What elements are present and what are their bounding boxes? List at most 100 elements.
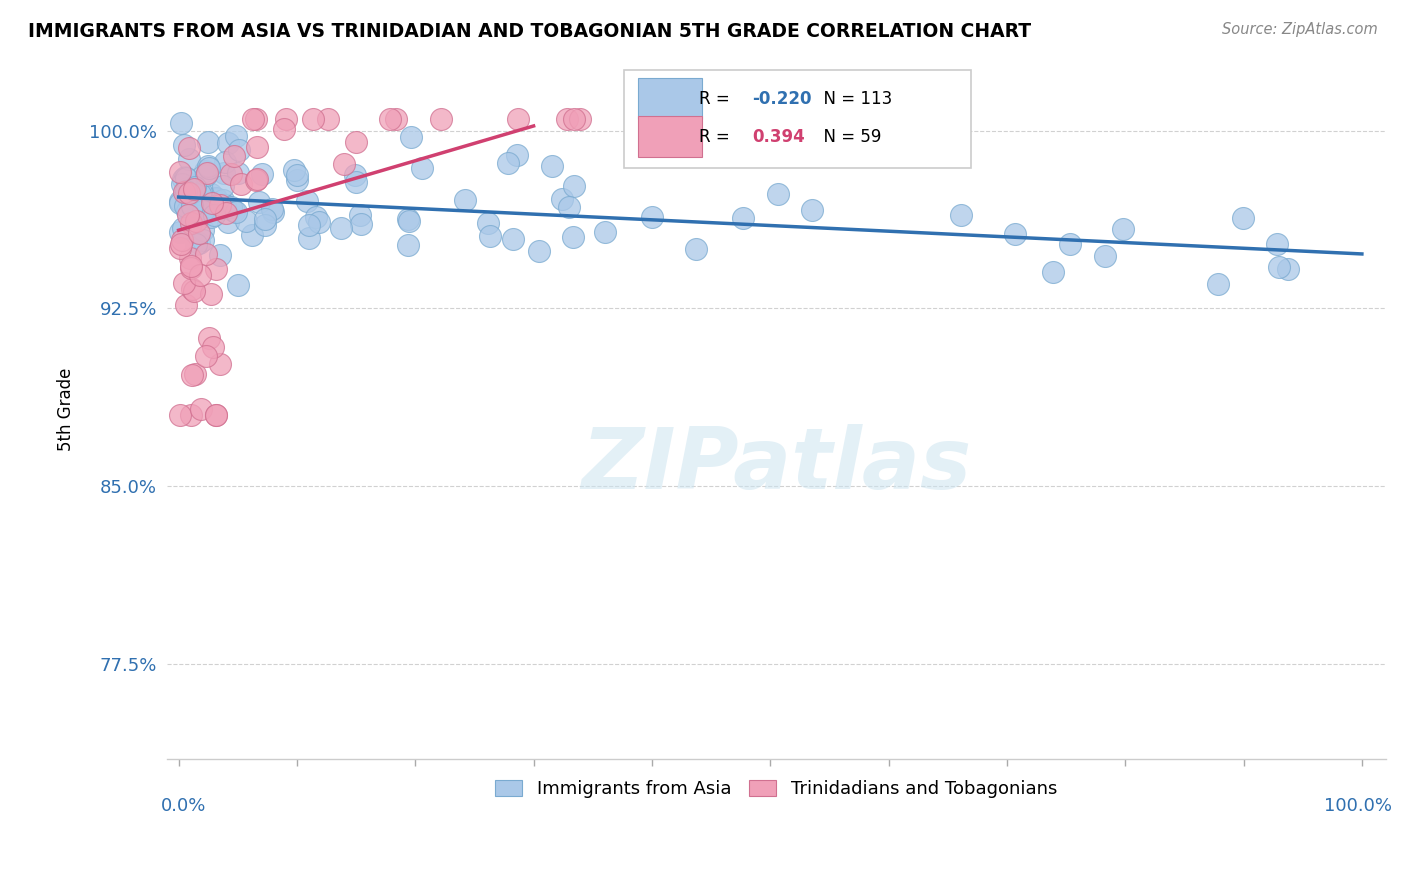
FancyBboxPatch shape [638, 116, 702, 157]
Point [949, 207, 972, 221]
Point [235, 214, 257, 228]
Point [540, 159, 562, 173]
Point [176, 181, 198, 195]
Point [197, 159, 219, 173]
Point [316, 112, 339, 126]
Point [562, 112, 585, 126]
Point [169, 225, 191, 239]
Point [181, 368, 204, 383]
Point [285, 173, 308, 187]
Point [1206, 277, 1229, 291]
Point [1267, 236, 1289, 251]
Point [184, 367, 207, 381]
Point [200, 287, 222, 301]
Point [343, 168, 366, 182]
Point [217, 136, 239, 150]
Point [250, 167, 273, 181]
Point [245, 172, 267, 186]
Point [208, 248, 231, 262]
Point [332, 156, 354, 170]
Point [1042, 265, 1064, 279]
FancyBboxPatch shape [638, 78, 702, 119]
Point [184, 180, 207, 194]
Point [302, 112, 325, 126]
Point [205, 199, 228, 213]
Point [205, 191, 228, 205]
Point [685, 242, 707, 256]
Point [298, 218, 321, 232]
Point [228, 143, 250, 157]
Point [194, 247, 217, 261]
Point [564, 179, 586, 194]
Point [172, 177, 194, 191]
Point [177, 207, 200, 221]
Point [411, 161, 433, 175]
Point [262, 205, 284, 219]
Point [496, 156, 519, 170]
Point [179, 152, 201, 166]
Point [344, 135, 367, 149]
Point [194, 350, 217, 364]
Point [198, 331, 221, 345]
Text: Source: ZipAtlas.com: Source: ZipAtlas.com [1222, 22, 1378, 37]
Point [222, 149, 245, 163]
Point [177, 186, 200, 200]
Point [561, 229, 583, 244]
Point [169, 408, 191, 422]
Point [197, 167, 219, 181]
Point [253, 219, 276, 233]
Point [226, 277, 249, 292]
Point [205, 193, 228, 207]
Point [174, 187, 197, 202]
Point [479, 228, 502, 243]
Point [247, 195, 270, 210]
Point [169, 196, 191, 211]
Point [174, 170, 197, 185]
Point [226, 166, 249, 180]
Point [180, 408, 202, 422]
Point [454, 194, 477, 208]
Point [209, 198, 232, 212]
Point [344, 175, 367, 189]
Point [399, 129, 422, 144]
Point [276, 112, 298, 126]
Point [212, 194, 235, 208]
Point [245, 112, 267, 126]
Point [183, 182, 205, 196]
Point [194, 168, 217, 182]
Point [245, 140, 267, 154]
Point [308, 214, 330, 228]
Point [283, 162, 305, 177]
Point [174, 298, 197, 312]
Point [558, 200, 581, 214]
Point [242, 112, 264, 126]
Point [205, 408, 228, 422]
Point [173, 186, 195, 200]
Point [221, 168, 243, 182]
Point [183, 284, 205, 298]
Point [214, 166, 236, 180]
Point [170, 237, 193, 252]
Text: 0.394: 0.394 [752, 128, 804, 145]
Point [181, 199, 204, 213]
Point [169, 116, 191, 130]
Point [180, 282, 202, 296]
Point [329, 221, 352, 235]
Point [197, 135, 219, 149]
Point [201, 200, 224, 214]
Point [198, 161, 221, 175]
Point [569, 112, 592, 126]
Point [1232, 211, 1254, 225]
Point [229, 178, 252, 192]
Point [502, 232, 524, 246]
FancyBboxPatch shape [624, 70, 972, 168]
Point [179, 251, 201, 265]
Point [172, 221, 194, 235]
Point [190, 186, 212, 201]
Point [180, 260, 202, 275]
Point [349, 208, 371, 222]
Point [181, 192, 204, 206]
Point [555, 112, 578, 126]
Point [205, 408, 228, 422]
Point [731, 211, 754, 225]
